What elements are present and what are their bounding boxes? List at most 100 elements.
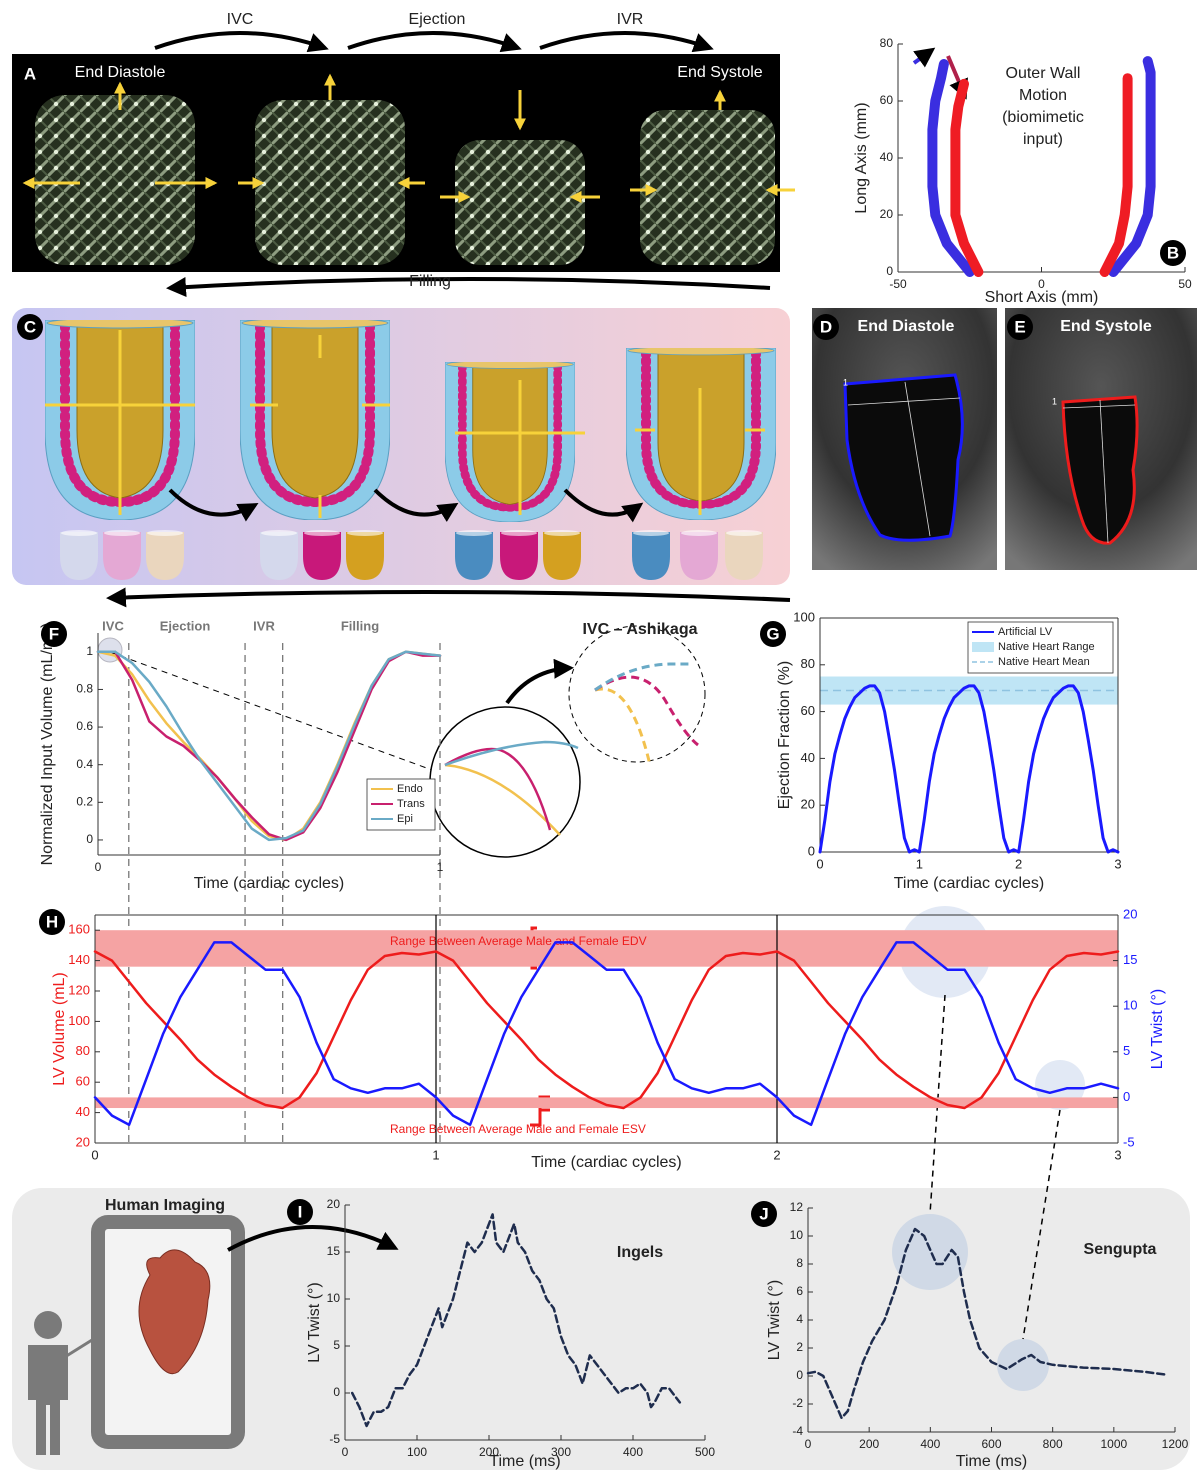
y-tick-label: 10 bbox=[790, 1228, 804, 1242]
x-tick-label: 2 bbox=[1015, 856, 1022, 871]
bottom-panel: Human Imaging bbox=[12, 995, 1190, 1470]
x-tick-label: 3 bbox=[1114, 1147, 1121, 1162]
band-label: Range Between Average Male and Female ES… bbox=[390, 1122, 646, 1136]
y-tick-label: 80 bbox=[880, 36, 894, 50]
y-tick-label: 60 bbox=[801, 703, 815, 718]
y-axis-label: Ejection Fraction (%) bbox=[776, 661, 793, 810]
x-axis-label: Time (cardiac cycles) bbox=[531, 1154, 682, 1171]
annotation: IVR bbox=[253, 618, 275, 633]
x-tick-label: 1000 bbox=[1100, 1437, 1127, 1451]
y-axis-label: Normalized Input Volume (mL/mL) bbox=[39, 623, 56, 866]
y-axis-label: LV Twist (°) bbox=[306, 1282, 323, 1362]
y-tick-label: 140 bbox=[68, 952, 90, 967]
figure: IVC Ejection IVR Filling End Diastole En… bbox=[0, 0, 1199, 1475]
chart: Range Between Average Male and Female ED… bbox=[51, 906, 1166, 1171]
annotation: input) bbox=[1023, 131, 1063, 148]
x-axis-label: Short Axis (mm) bbox=[985, 289, 1099, 306]
y-tick-label: 20 bbox=[76, 1134, 90, 1149]
legend-label: Epi bbox=[397, 813, 413, 825]
y-tick-label: 0 bbox=[333, 1385, 340, 1399]
y-tick-label: 60 bbox=[76, 1074, 90, 1089]
legend-label: Native Heart Mean bbox=[998, 656, 1090, 668]
y-tick-label: 0 bbox=[86, 832, 93, 846]
annotation: Motion bbox=[1019, 87, 1067, 104]
y2-tick-label: 15 bbox=[1123, 952, 1137, 967]
panel-a: IVC Ejection IVR Filling End Diastole En… bbox=[12, 11, 795, 290]
x-axis-label: Time (cardiac cycles) bbox=[894, 875, 1045, 892]
y2-axis-label: LV Twist (°) bbox=[1149, 989, 1166, 1069]
series-line bbox=[1105, 78, 1128, 272]
y-tick-label: 0.8 bbox=[76, 682, 93, 696]
x-tick-label: 500 bbox=[695, 1445, 715, 1459]
echo-marker: 1 bbox=[843, 377, 848, 387]
x-tick-label: 0 bbox=[91, 1147, 98, 1162]
annotation: Sengupta bbox=[1084, 1241, 1157, 1258]
panel-c bbox=[12, 308, 790, 600]
x-tick-label: 0 bbox=[342, 1445, 349, 1459]
x-tick-label: 0 bbox=[816, 856, 823, 871]
x-tick-label: 2 bbox=[773, 1147, 780, 1162]
x-axis-label: Time (ms) bbox=[956, 1453, 1027, 1470]
y-tick-label: 0 bbox=[886, 264, 893, 278]
x-tick-label: 50 bbox=[1178, 277, 1192, 291]
y-tick-label: 8 bbox=[796, 1256, 803, 1270]
panel-label: B bbox=[1167, 243, 1179, 262]
x-tick-label: 800 bbox=[1043, 1437, 1063, 1451]
echo-label: End Systole bbox=[1060, 318, 1152, 335]
x-tick-label: 100 bbox=[407, 1445, 427, 1459]
panel-label: I bbox=[298, 1202, 303, 1221]
y-axis-label: LV Twist (°) bbox=[766, 1280, 783, 1360]
legend-label: Trans bbox=[397, 798, 425, 810]
y-tick-label: 0.2 bbox=[76, 794, 93, 808]
panel-label: J bbox=[759, 1204, 768, 1223]
legend-swatch bbox=[972, 642, 994, 652]
y-tick-label: 10 bbox=[327, 1291, 341, 1305]
y-tick-label: 80 bbox=[76, 1043, 90, 1058]
y-tick-label: 1 bbox=[86, 644, 93, 658]
x-tick-label: 1 bbox=[916, 856, 923, 871]
echo-label: End Diastole bbox=[858, 318, 955, 335]
y-tick-label: 0.4 bbox=[76, 757, 93, 771]
x-tick-label: 3 bbox=[1114, 856, 1121, 871]
y-tick-label: 40 bbox=[880, 150, 894, 164]
y-tick-label: -5 bbox=[329, 1432, 340, 1446]
y2-tick-label: 20 bbox=[1123, 906, 1137, 921]
y2-tick-label: 0 bbox=[1123, 1089, 1130, 1104]
series-line bbox=[820, 686, 1118, 852]
y-tick-label: 80 bbox=[801, 656, 815, 671]
state-label: End Systole bbox=[677, 64, 762, 81]
x-tick-label: 1 bbox=[437, 860, 444, 874]
x-axis-label: Time (ms) bbox=[489, 1453, 560, 1470]
panel-label: G bbox=[766, 624, 779, 643]
y-tick-label: 100 bbox=[793, 609, 815, 624]
annotation: Ejection bbox=[160, 618, 211, 633]
panel-label: H bbox=[46, 912, 58, 931]
y-tick-label: 12 bbox=[790, 1200, 804, 1214]
annotation: Ingels bbox=[617, 1244, 663, 1261]
y-tick-label: 2 bbox=[796, 1340, 803, 1354]
y-tick-label: 20 bbox=[880, 207, 894, 221]
x-tick-label: -50 bbox=[889, 277, 907, 291]
x-tick-label: 400 bbox=[623, 1445, 643, 1459]
y-axis-label: LV Volume (mL) bbox=[51, 972, 68, 1086]
phase-label: Filling bbox=[409, 273, 451, 290]
panel-label: E bbox=[1014, 317, 1025, 336]
y-tick-label: 0.6 bbox=[76, 719, 93, 733]
annotation: (biomimetic bbox=[1002, 109, 1084, 126]
x-tick-label: 0 bbox=[805, 1437, 812, 1451]
phase-label: IVC bbox=[227, 11, 254, 28]
legend-label: Endo bbox=[397, 783, 423, 795]
phase-label: Ejection bbox=[409, 11, 466, 28]
panel-label: A bbox=[24, 64, 36, 83]
y-tick-label: 0 bbox=[808, 843, 815, 858]
echo-images: End Diastole End Systole 1 1 bbox=[812, 308, 1197, 570]
y-tick-label: 6 bbox=[796, 1284, 803, 1298]
imaging-label: Human Imaging bbox=[105, 1197, 225, 1214]
band bbox=[95, 1097, 1118, 1108]
y-tick-label: 40 bbox=[801, 750, 815, 765]
x-tick-label: 200 bbox=[859, 1437, 879, 1451]
x-tick-label: 0 bbox=[95, 860, 102, 874]
y-tick-label: 20 bbox=[327, 1197, 341, 1211]
annotation: Filling bbox=[341, 618, 379, 633]
